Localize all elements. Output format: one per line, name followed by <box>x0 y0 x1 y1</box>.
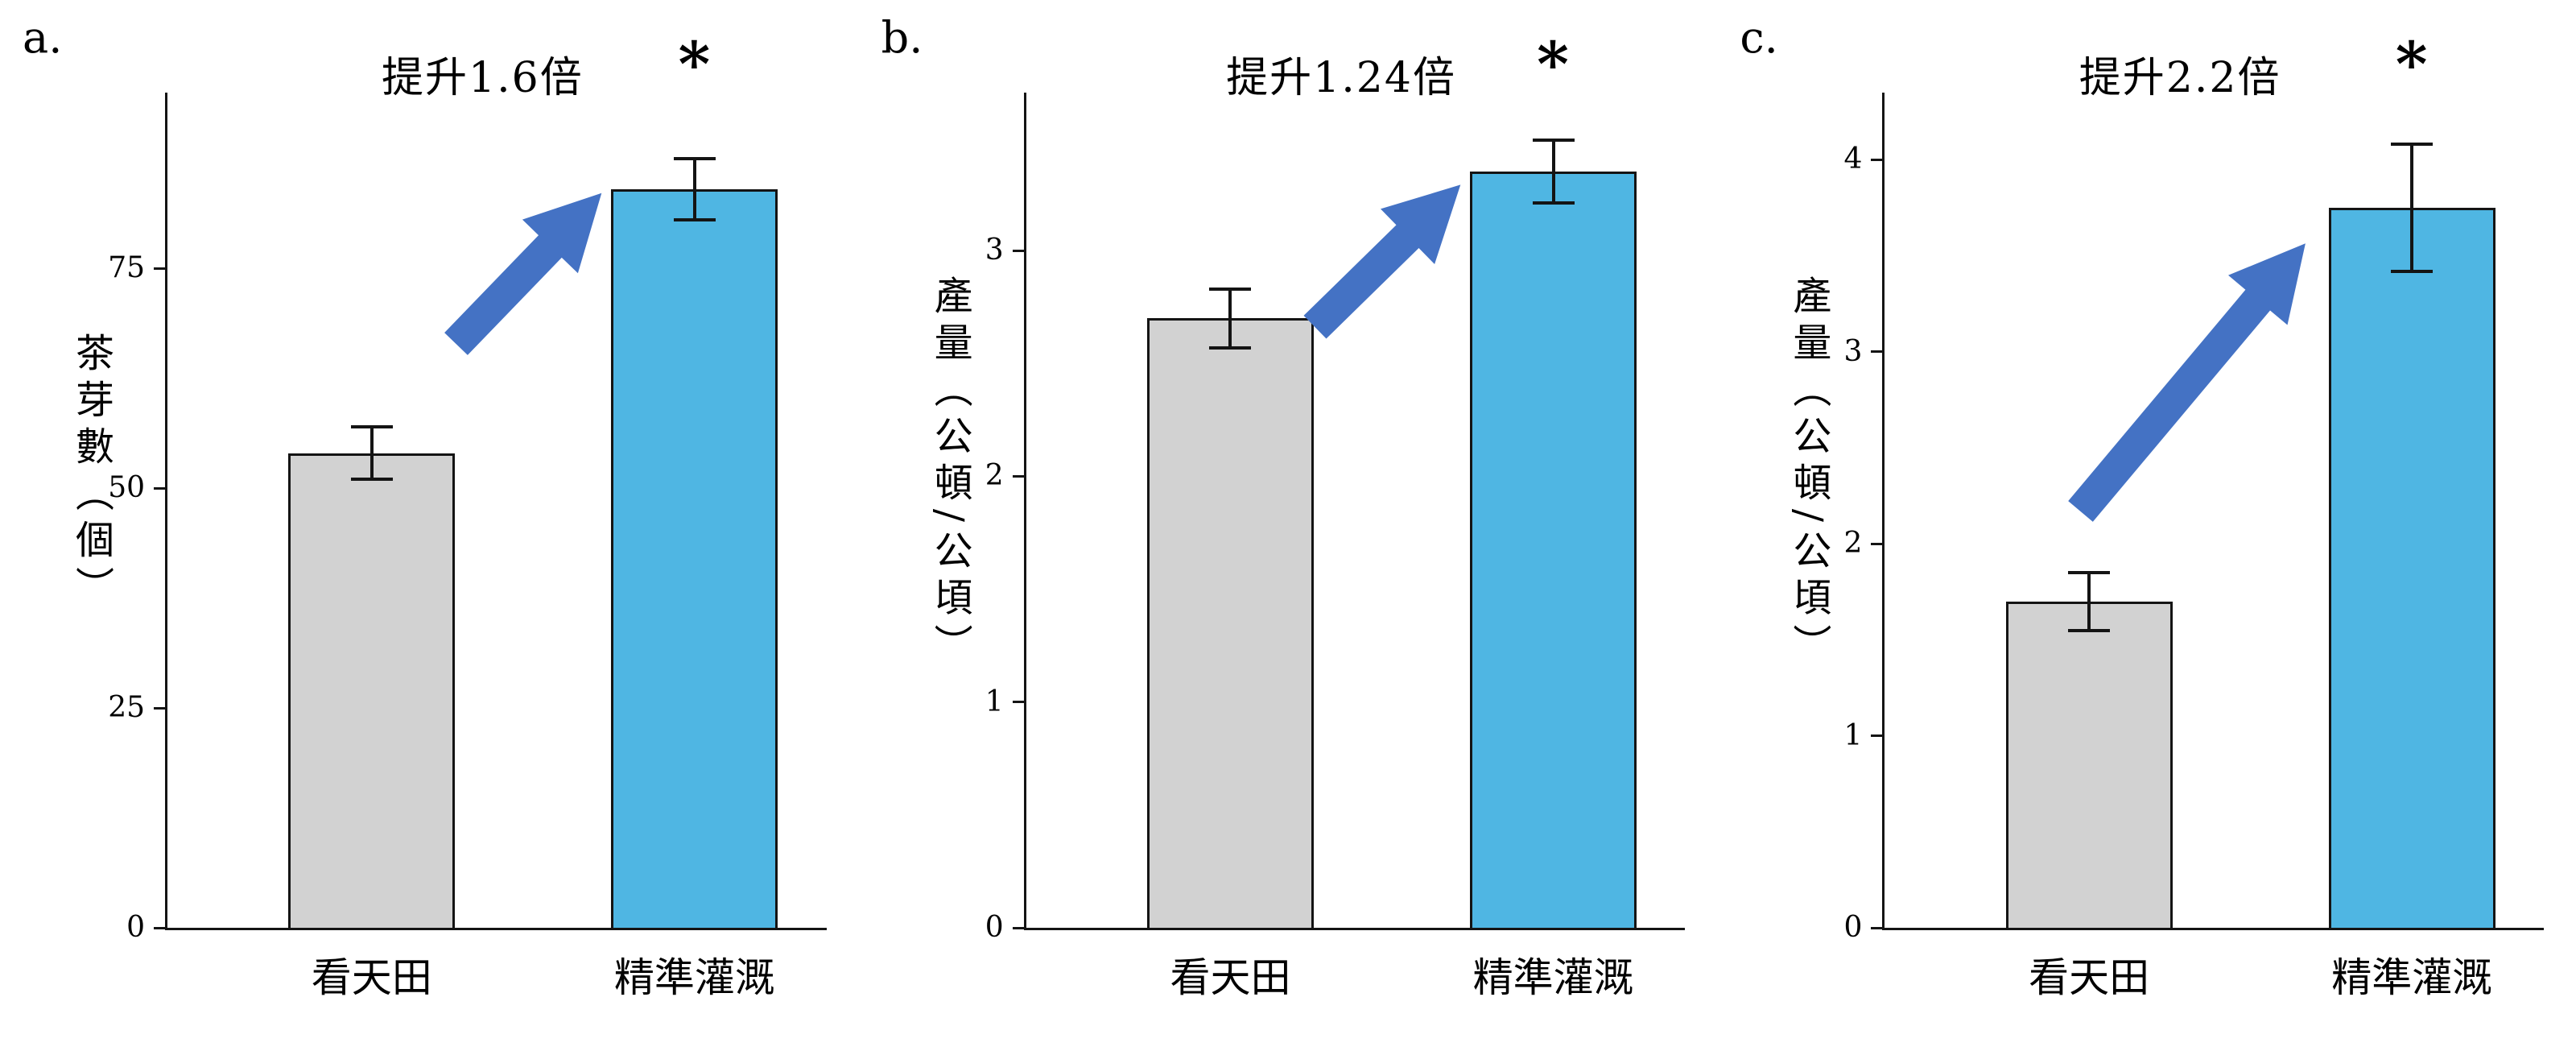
fold-increase-annotation: 提升1.6倍 <box>382 54 584 102</box>
significance-asterisk: * <box>2395 28 2428 100</box>
y-tick-mark <box>1012 249 1025 252</box>
y-tick-label: 25 <box>108 691 145 725</box>
bar-rainfed-field <box>2005 601 2173 928</box>
y-tick-mark <box>1012 926 1025 929</box>
error-bar-cap-bottom <box>673 218 716 222</box>
y-tick-label: 2 <box>1843 527 1863 561</box>
bar-precision-irrigation <box>2328 208 2496 928</box>
error-bar-cap-top <box>2068 570 2111 574</box>
chart-panel-a: a. 茶芽數（個） 0 25 50 75 看天田 精準灌溉 提升1.6倍 * <box>0 0 859 1051</box>
error-bar-line <box>1551 139 1555 204</box>
plot-area: 0 25 50 75 看天田 精準灌溉 <box>108 93 827 1001</box>
error-bar-line <box>369 426 374 480</box>
y-tick-label: 1 <box>1843 718 1863 752</box>
y-axis-label: 產量（公頓/公頃） <box>1785 275 1831 671</box>
panel-label: a. <box>23 12 63 63</box>
y-tick-mark <box>1871 926 1884 929</box>
plot-area: 0 1 2 3 4 看天田 精準灌溉 <box>1843 93 2544 1001</box>
bar-rainfed-field <box>288 453 456 928</box>
y-tick-label: 0 <box>126 911 145 944</box>
y-tick-mark <box>1012 474 1025 478</box>
panel-label: c. <box>1740 12 1778 63</box>
error-bar-line <box>2410 144 2414 271</box>
y-tick-mark <box>1871 158 1884 161</box>
error-bar-cap-bottom <box>350 478 393 482</box>
panel-label: b. <box>881 12 923 63</box>
x-category-label: 精準灌溉 <box>2331 954 2493 1001</box>
error-bar-line <box>1228 288 1232 348</box>
x-category-label: 看天田 <box>311 954 432 1001</box>
error-bar-line <box>692 158 696 221</box>
y-tick-label: 50 <box>108 471 145 505</box>
bar-precision-irrigation <box>611 189 778 928</box>
x-category-label: 精準灌溉 <box>613 954 775 1001</box>
y-tick-label: 0 <box>1843 911 1863 944</box>
y-tick-mark <box>154 486 166 490</box>
error-bar-cap-bottom <box>1209 346 1252 350</box>
error-bar-cap-bottom <box>1532 201 1575 205</box>
y-axis-label: 茶芽數（個） <box>68 333 114 614</box>
x-category-label: 精準灌溉 <box>1472 954 1634 1001</box>
plot-area: 0 1 2 3 看天田 精準灌溉 <box>985 93 1686 1001</box>
significance-asterisk: * <box>678 28 711 100</box>
y-tick-mark <box>154 706 166 710</box>
y-tick-label: 1 <box>985 685 1004 718</box>
y-tick-mark <box>154 926 166 929</box>
error-bar-cap-top <box>350 424 393 428</box>
chart-panel-b: b. 產量（公頓/公頃） 0 1 2 3 看天田 精準灌溉 提升1.24倍 * <box>859 0 1718 1051</box>
chart-panel-c: c. 產量（公頓/公頃） 0 1 2 3 4 看天田 精準灌溉 提升2.2倍 * <box>1717 0 2576 1051</box>
y-tick-mark <box>1871 542 1884 545</box>
y-tick-mark <box>1871 350 1884 354</box>
error-bar-cap-top <box>2391 143 2434 147</box>
x-category-label: 看天田 <box>1170 954 1291 1001</box>
y-tick-label: 3 <box>985 234 1004 267</box>
y-tick-label: 75 <box>108 251 145 285</box>
y-tick-label: 3 <box>1843 334 1863 368</box>
error-bar-cap-top <box>1209 287 1252 291</box>
error-bar-cap-bottom <box>2068 628 2111 632</box>
y-tick-mark <box>1012 701 1025 704</box>
x-category-label: 看天田 <box>2029 954 2150 1001</box>
error-bar-cap-top <box>673 156 716 160</box>
y-axis-label: 產量（公頓/公頃） <box>927 275 972 671</box>
bar-precision-irrigation <box>1470 172 1637 928</box>
error-bar-line <box>2087 572 2091 631</box>
y-tick-mark <box>154 267 166 270</box>
y-tick-label: 0 <box>985 911 1004 944</box>
significance-asterisk: * <box>1537 28 1569 100</box>
error-bar-cap-top <box>1532 138 1575 142</box>
bar-rainfed-field <box>1146 318 1314 928</box>
error-bar-cap-bottom <box>2391 269 2434 273</box>
fold-increase-annotation: 提升1.24倍 <box>1226 54 1456 102</box>
y-tick-mark <box>1871 734 1884 738</box>
fold-increase-annotation: 提升2.2倍 <box>2079 54 2281 102</box>
y-tick-label: 4 <box>1843 143 1863 176</box>
y-tick-label: 2 <box>985 459 1004 493</box>
